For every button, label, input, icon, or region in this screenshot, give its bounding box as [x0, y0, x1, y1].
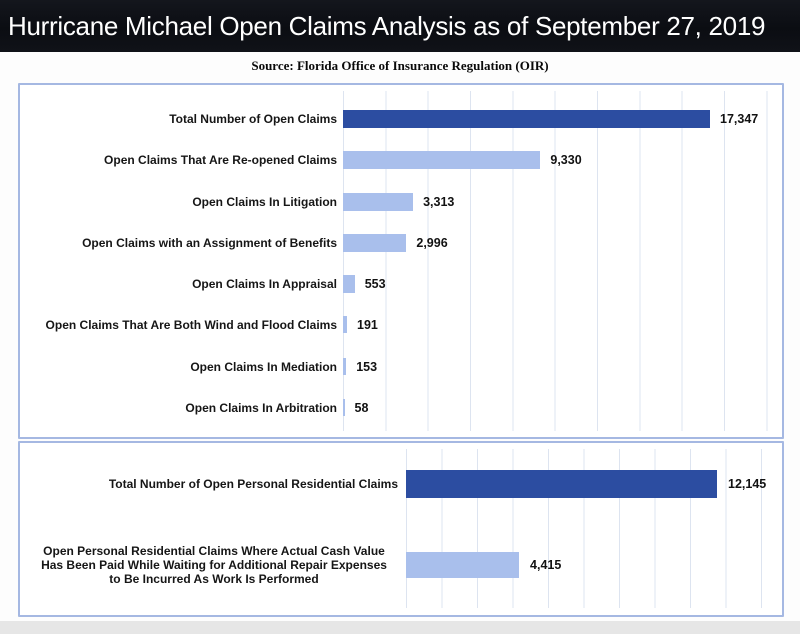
- bar-row: Open Claims That Are Both Wind and Flood…: [20, 316, 782, 333]
- bar: [343, 193, 414, 211]
- page-bottom-margin: [0, 621, 800, 634]
- bar-row: Total Number of Open Claims 17,347: [20, 110, 782, 128]
- chart-panel-personal-residential: Total Number of Open Personal Residentia…: [18, 441, 784, 617]
- title-bar: Hurricane Michael Open Claims Analysis a…: [0, 0, 800, 52]
- bar-value: 4,415: [530, 558, 562, 572]
- bar: [343, 110, 710, 128]
- bar-row: Open Claims In Arbitration 58: [20, 399, 782, 416]
- bar-value: 12,145: [728, 477, 767, 491]
- bar: [343, 151, 541, 169]
- bar-label: Total Number of Open Claims: [169, 112, 337, 126]
- bar-row: Open Claims In Appraisal 553: [20, 275, 782, 293]
- source-caption: Source: Florida Office of Insurance Regu…: [251, 58, 549, 73]
- bar-label: Open Claims with an Assignment of Benefi…: [82, 236, 337, 250]
- bar-label: Open Claims That Are Re-opened Claims: [104, 153, 337, 167]
- gridlines: [343, 91, 772, 431]
- bar-label: Open Personal Residential Claims Where A…: [41, 544, 387, 586]
- bar: [406, 470, 717, 498]
- bar-value: 191: [357, 317, 378, 332]
- bar-row: Open Claims In Litigation 3,313: [20, 193, 782, 211]
- bar-row: Open Claims That Are Re-opened Claims 9,3…: [20, 151, 782, 169]
- bar-value: 9,330: [550, 153, 582, 167]
- bar: [343, 316, 348, 333]
- bar-row: Open Personal Residential Claims Where A…: [20, 544, 782, 586]
- bar-label: Total Number of Open Personal Residentia…: [108, 477, 398, 491]
- bar-label: Open Claims In Litigation: [192, 195, 337, 209]
- bar: [406, 552, 520, 578]
- bar-value: 553: [364, 277, 386, 291]
- bar-label: Open Claims That Are Both Wind and Flood…: [45, 317, 337, 332]
- bar-label: Open Claims In Arbitration: [185, 400, 337, 415]
- bar: [343, 234, 407, 252]
- bar-row: Open Claims In Mediation 153: [20, 358, 782, 375]
- bar: [343, 275, 355, 293]
- bar-value: 2,996: [416, 236, 448, 250]
- bar-label: Open Claims In Mediation: [190, 359, 337, 374]
- bar-value: 58: [354, 400, 369, 415]
- page-title: Hurricane Michael Open Claims Analysis a…: [8, 10, 766, 41]
- chart-panel-all-open-claims: Total Number of Open Claims 17,347 Open Cl…: [18, 83, 784, 439]
- bar-value: 153: [356, 359, 378, 374]
- bar-value: 17,347: [720, 112, 759, 126]
- bar-value: 3,313: [423, 195, 455, 209]
- bar: [343, 358, 347, 375]
- bar: [343, 399, 345, 416]
- bar-row: Total Number of Open Personal Residentia…: [20, 470, 782, 498]
- bar-label: Open Claims In Appraisal: [192, 277, 337, 291]
- bar-row: Open Claims with an Assignment of Benefi…: [20, 234, 782, 252]
